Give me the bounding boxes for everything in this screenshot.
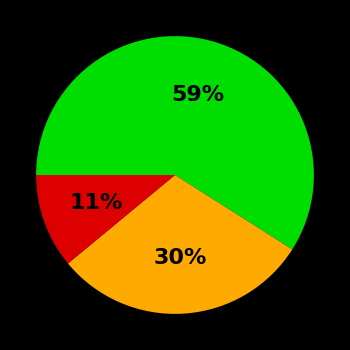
Text: 11%: 11% xyxy=(70,193,123,213)
Wedge shape xyxy=(36,175,175,264)
Text: 59%: 59% xyxy=(172,85,225,105)
Wedge shape xyxy=(68,175,292,314)
Wedge shape xyxy=(36,36,314,250)
Text: 30%: 30% xyxy=(154,248,207,268)
